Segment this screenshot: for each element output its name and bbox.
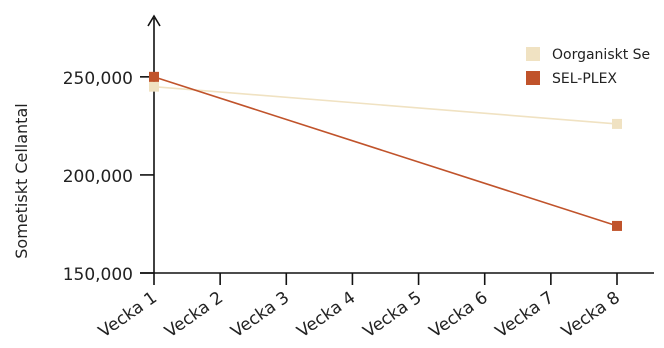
y-ticks: 150,000 200,000 250,000 (63, 69, 154, 285)
data-point-0-0 (149, 81, 159, 92)
legend-swatch-1 (526, 71, 540, 85)
data-point-1-0 (149, 71, 159, 82)
x-tick-label: Vecka 5 (360, 288, 426, 342)
y-tick-label: 150,000 (63, 265, 133, 285)
series-line-1 (153, 76, 618, 227)
series-line-0 (153, 85, 618, 125)
x-tick-label: Vecka 7 (492, 288, 558, 342)
x-tick-label: Vecka 2 (161, 288, 227, 342)
x-tick-label: Vecka 3 (227, 288, 293, 342)
data-point-1-1 (612, 220, 622, 231)
legend-label-0: Oorganiskt Se (552, 47, 650, 63)
data-point-0-1 (612, 118, 622, 129)
x-tick-label: Vecka 6 (426, 288, 492, 342)
x-ticks: Vecka 1 Vecka 2 Vecka 3 Vecka 4 Vecka 5 Vecka… (95, 273, 624, 342)
y-tick-label: 200,000 (63, 167, 133, 187)
legend-label-1: SEL-PLEX (552, 71, 617, 87)
legend: Oorganiskt Se SEL-PLEX (526, 47, 650, 87)
axes (140, 14, 654, 274)
y-axis-arrow (147, 14, 161, 27)
x-tick-label: Vecka 4 (294, 288, 360, 342)
y-axis-title: Sometiskt Cellantal (12, 103, 31, 258)
y-tick-label: 250,000 (63, 69, 133, 89)
x-tick-label: Vecka 1 (95, 288, 161, 342)
x-tick-label: Vecka 8 (558, 288, 624, 342)
series-layer (149, 71, 622, 231)
legend-swatch-0 (526, 47, 540, 61)
